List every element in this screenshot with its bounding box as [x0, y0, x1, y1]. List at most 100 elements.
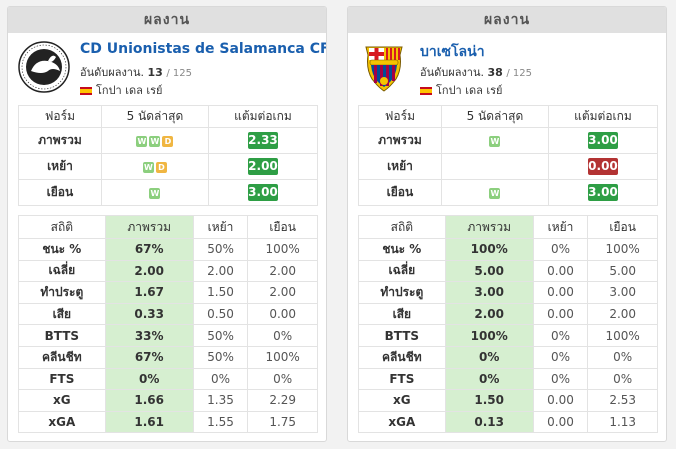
form-row-label: ภาพรวม — [358, 127, 442, 154]
stat-overall: 67% — [104, 345, 194, 369]
stat-home: 0.00 — [532, 410, 589, 434]
stat-away: 2.00 — [247, 259, 318, 283]
last-5-header: 5 นัดล่าสุด — [440, 105, 549, 128]
ppg-cell: 0.00 — [547, 153, 659, 180]
stat-away: 2.00 — [587, 302, 658, 326]
stat-home: 0.00 — [532, 389, 589, 412]
team-header: บาเซโลน่า อันดับผลงาน. 38 / 125 โกปา เดล… — [348, 33, 666, 97]
stat-label: เฉลี่ย — [18, 259, 106, 283]
stat-label: BTTS — [358, 324, 446, 347]
result-badge[interactable]: W — [149, 135, 161, 147]
stats-header: สถิติ — [18, 215, 106, 239]
stat-home: 0.00 — [532, 259, 589, 283]
stat-overall: 100% — [444, 324, 534, 347]
ppg-badge: 2.33 — [247, 132, 278, 149]
form-row-label: เยือน — [18, 179, 102, 206]
result-badge[interactable]: D — [162, 135, 174, 147]
team-rank: อันดับผลงาน. 38 / 125 — [420, 63, 532, 81]
stat-label: คลีนชีท — [18, 345, 106, 369]
stat-home: 0.00 — [532, 302, 589, 326]
stat-away: 0% — [587, 367, 658, 391]
stat-overall: 1.66 — [104, 389, 194, 412]
result-badge[interactable]: W — [149, 187, 161, 199]
stat-label: เสีย — [358, 302, 446, 326]
ppg-cell: 3.00 — [547, 179, 659, 206]
result-badge[interactable]: D — [155, 161, 167, 173]
form-results: W — [440, 127, 549, 154]
stats-row: เฉลี่ย 5.00 0.00 5.00 — [358, 259, 658, 283]
team-league[interactable]: โกปา เดล เรย์ — [80, 81, 162, 99]
stats-row: BTTS 33% 50% 0% — [18, 324, 318, 347]
form-row-away: เยือน W 3.00 — [358, 179, 659, 206]
stat-label: FTS — [18, 367, 106, 391]
stat-label: FTS — [358, 367, 446, 391]
stats-row: เฉลี่ย 2.00 2.00 2.00 — [18, 259, 318, 283]
rank-total: / 125 — [506, 68, 532, 79]
stats-row: BTTS 100% 0% 100% — [358, 324, 658, 347]
form-header: ฟอร์ม — [18, 105, 102, 128]
stat-away: 1.13 — [587, 410, 658, 434]
stat-label: ทำประตู — [358, 281, 446, 304]
team-name-link[interactable]: บาเซโลน่า — [420, 44, 485, 60]
result-badge[interactable]: W — [489, 187, 501, 199]
panel-title: ผลงาน — [8, 7, 326, 33]
stat-overall: 5.00 — [444, 259, 534, 283]
overall-header: ภาพรวม — [104, 215, 194, 239]
ppg-cell: 2.00 — [207, 153, 319, 180]
stat-overall: 0% — [444, 345, 534, 369]
stats-row: xG 1.66 1.35 2.29 — [18, 389, 318, 412]
stat-away: 1.75 — [247, 410, 318, 434]
form-table: ฟอร์ม 5 นัดล่าสุด แต้มต่อเกม ภาพรวม W 3.… — [358, 105, 659, 206]
rank-label: อันดับผลงาน. — [420, 66, 485, 79]
stat-label: คลีนชีท — [358, 345, 446, 369]
stat-label: เฉลี่ย — [358, 259, 446, 283]
form-results: W — [100, 179, 209, 206]
result-badge[interactable]: W — [142, 161, 154, 173]
stat-home: 0% — [192, 367, 249, 391]
stat-label: ชนะ % — [358, 238, 446, 261]
ppg-badge: 3.00 — [587, 184, 618, 201]
spain-flag-icon — [420, 87, 432, 95]
stat-home: 0% — [532, 367, 589, 391]
stat-away: 0% — [587, 345, 658, 369]
stat-label: xG — [18, 389, 106, 412]
ppg-cell: 2.33 — [207, 127, 319, 154]
spain-flag-icon — [80, 87, 92, 95]
stat-overall: 1.61 — [104, 410, 194, 434]
form-results — [440, 153, 549, 180]
stat-away: 100% — [587, 238, 658, 261]
home-header: เหย้า — [532, 215, 589, 239]
stat-home: 1.35 — [192, 389, 249, 412]
result-badge[interactable]: W — [489, 135, 501, 147]
stat-away: 100% — [587, 324, 658, 347]
stat-overall: 33% — [104, 324, 194, 347]
stats-row: คลีนชีท 67% 50% 100% — [18, 345, 318, 369]
home-header: เหย้า — [192, 215, 249, 239]
stats-row: คลีนชีท 0% 0% 0% — [358, 345, 658, 369]
form-row-label: เยือน — [358, 179, 442, 206]
result-badge[interactable]: W — [136, 135, 148, 147]
stat-label: xG — [358, 389, 446, 412]
team-name-link[interactable]: CD Unionistas de Salamanca CF — [80, 41, 327, 57]
form-header: ฟอร์ม — [358, 105, 442, 128]
stat-overall: 2.00 — [104, 259, 194, 283]
stats-row: FTS 0% 0% 0% — [358, 367, 658, 391]
form-row-label: เหย้า — [358, 153, 442, 180]
stat-home: 0% — [532, 345, 589, 369]
stat-label: ชนะ % — [18, 238, 106, 261]
stat-overall: 0% — [104, 367, 194, 391]
team-league[interactable]: โกปา เดล เรย์ — [420, 81, 502, 99]
stat-overall: 67% — [104, 238, 194, 261]
stat-home: 50% — [192, 238, 249, 261]
ppg-cell: 3.00 — [207, 179, 319, 206]
fc-barcelona-crest-icon[interactable] — [358, 41, 410, 93]
stat-label: ทำประตู — [18, 281, 106, 304]
stats-row: ทำประตู 3.00 0.00 3.00 — [358, 281, 658, 304]
away-header: เยือน — [587, 215, 658, 239]
team-header: CD Unionistas de Salamanca CF อันดับผลงา… — [8, 33, 327, 97]
stat-away: 100% — [247, 238, 318, 261]
unionistas-crest-icon[interactable] — [18, 41, 70, 93]
